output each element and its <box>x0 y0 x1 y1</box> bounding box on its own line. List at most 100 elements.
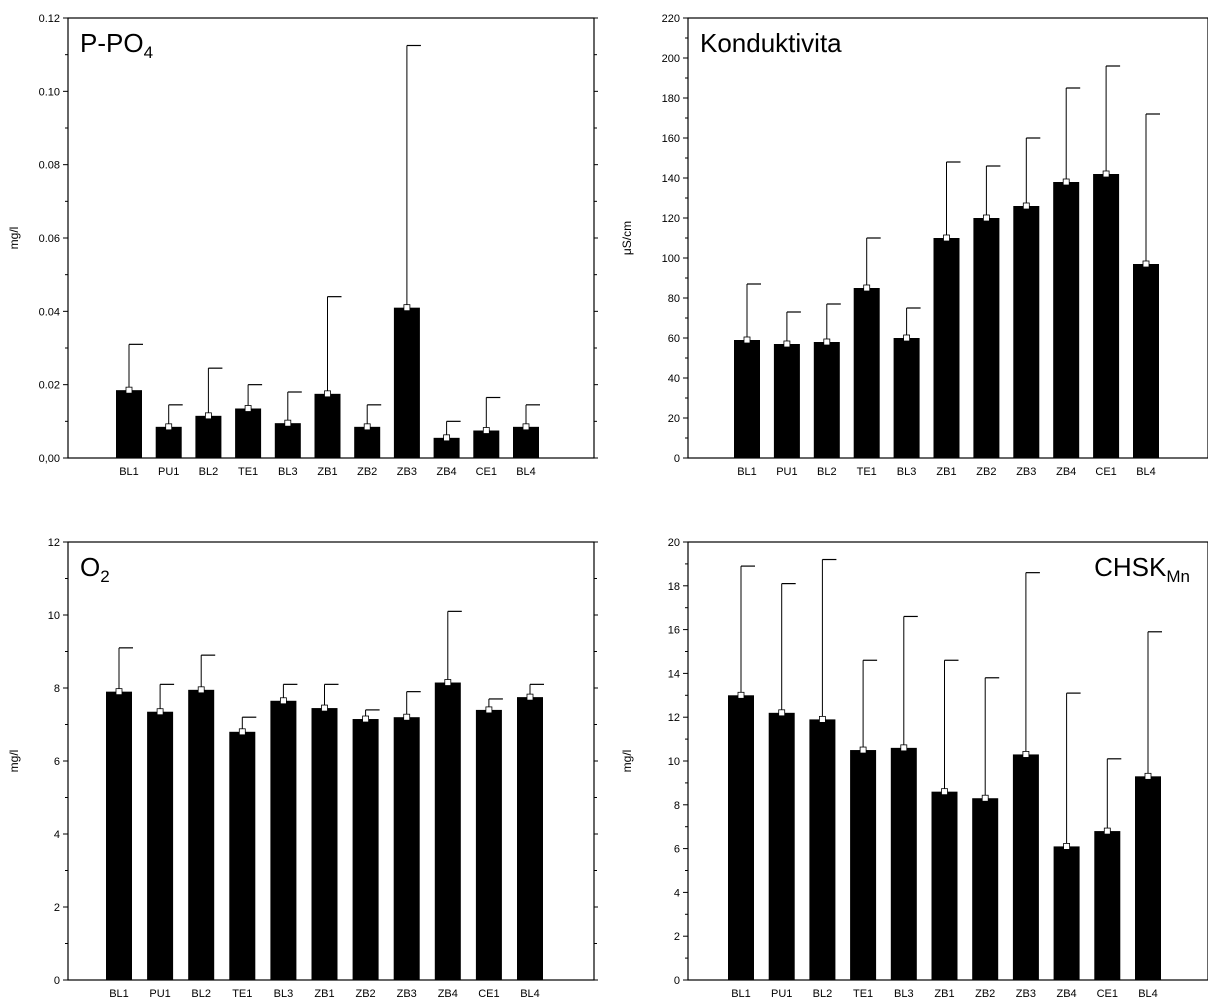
bar-o2-zb2 <box>352 719 379 980</box>
mean-marker-konduktivita <box>1022 202 1030 210</box>
y-tick-label-konduktivita: 60 <box>668 333 680 345</box>
x-tick-label-konduktivita: BL1 <box>737 466 757 478</box>
mean-marker-p-po4 <box>125 386 133 394</box>
bar-p-po4-zb1 <box>314 393 341 458</box>
bar-chsk-mn-zb4 <box>1053 846 1080 980</box>
y-tick-label-konduktivita: 120 <box>662 213 680 225</box>
x-tick-label-konduktivita: ZB2 <box>976 466 996 478</box>
x-tick-label-o2: BL4 <box>520 988 540 1000</box>
mean-marker-o2 <box>238 728 246 736</box>
x-tick-label-p-po4: PU1 <box>158 466 179 478</box>
y-tick-label-konduktivita: 40 <box>668 373 680 385</box>
bar-o2-bl4 <box>517 697 543 980</box>
bar-konduktivita-zb4 <box>1053 182 1080 458</box>
bar-chsk-mn-bl1 <box>728 695 754 980</box>
x-tick-label-o2: ZB2 <box>356 988 376 1000</box>
y-axis-label-p-po4: mg/l <box>7 227 21 250</box>
bar-chsk-mn-bl3 <box>890 747 917 980</box>
bar-o2-zb4 <box>434 682 461 980</box>
y-tick-label-o2: 12 <box>48 537 60 549</box>
y-tick-label-konduktivita: 200 <box>662 53 680 65</box>
chart-title-text: Konduktivita <box>700 28 842 58</box>
x-tick-label-chsk-mn: TE1 <box>853 988 873 1000</box>
mean-marker-chsk-mn <box>819 715 826 723</box>
mean-marker-p-po4 <box>204 412 212 420</box>
mean-marker-o2 <box>115 688 123 696</box>
x-tick-label-p-po4: TE1 <box>238 466 258 478</box>
y-tick-label-chsk-mn: 14 <box>668 668 680 680</box>
x-tick-label-o2: ZB1 <box>314 988 334 1000</box>
y-tick-label-chsk-mn: 2 <box>674 931 680 943</box>
mean-marker-p-po4 <box>403 304 411 312</box>
x-tick-label-o2: TE1 <box>232 988 252 1000</box>
y-tick-label-konduktivita: 0 <box>674 453 680 465</box>
chart-title-subscript: 4 <box>144 43 153 62</box>
y-tick-label-p-po4: 0.02 <box>39 380 60 392</box>
bar-chsk-mn-bl2 <box>809 719 836 980</box>
chart-title-subscript: 2 <box>100 567 109 586</box>
bar-konduktivita-bl1 <box>734 340 760 458</box>
y-tick-label-p-po4: 0.04 <box>39 306 60 318</box>
x-tick-label-o2: CE1 <box>478 988 499 1000</box>
mean-marker-konduktivita <box>1142 260 1150 268</box>
chart-title-p-po4: P-PO4 <box>80 28 153 62</box>
x-tick-label-konduktivita: CE1 <box>1095 466 1116 478</box>
x-tick-label-chsk-mn: ZB1 <box>934 988 954 1000</box>
x-tick-label-chsk-mn: ZB4 <box>1057 988 1077 1000</box>
bar-konduktivita-zb1 <box>933 238 960 458</box>
y-axis-label-konduktivita: μS/cm <box>620 221 634 255</box>
y-tick-label-chsk-mn: 10 <box>668 756 680 768</box>
y-tick-label-konduktivita: 80 <box>668 293 680 305</box>
mean-marker-konduktivita <box>903 334 910 342</box>
bar-konduktivita-te1 <box>853 288 880 458</box>
bar-konduktivita-pu1 <box>773 344 800 458</box>
bar-chsk-mn-zb3 <box>1012 754 1039 980</box>
mean-marker-p-po4 <box>165 423 173 431</box>
x-tick-label-chsk-mn: BL1 <box>731 988 751 1000</box>
y-tick-label-chsk-mn: 4 <box>674 887 680 899</box>
mean-marker-o2 <box>279 697 287 705</box>
y-tick-label-o2: 8 <box>54 683 60 695</box>
y-tick-label-chsk-mn: 12 <box>668 712 680 724</box>
x-tick-label-p-po4: BL3 <box>278 466 298 478</box>
x-tick-label-o2: BL1 <box>109 988 129 1000</box>
mean-marker-o2 <box>526 693 534 701</box>
x-tick-label-p-po4: BL4 <box>516 466 536 478</box>
y-tick-label-chsk-mn: 20 <box>668 537 680 549</box>
y-tick-label-chsk-mn: 0 <box>674 975 680 987</box>
mean-marker-p-po4 <box>324 390 331 398</box>
chart-title-subscript: Mn <box>1166 567 1190 586</box>
x-tick-label-konduktivita: TE1 <box>857 466 877 478</box>
bar-o2-bl2 <box>188 689 215 980</box>
bar-o2-te1 <box>229 731 256 980</box>
x-tick-label-p-po4: ZB1 <box>317 466 337 478</box>
bar-chsk-mn-zb1 <box>931 791 958 980</box>
x-tick-label-chsk-mn: BL2 <box>813 988 833 1000</box>
bar-o2-zb3 <box>393 717 420 980</box>
x-tick-label-o2: ZB4 <box>438 988 458 1000</box>
mean-marker-chsk-mn <box>1103 827 1111 835</box>
bar-p-po4-ce1 <box>473 430 500 458</box>
bar-p-po4-bl1 <box>116 390 142 458</box>
bar-konduktivita-bl2 <box>813 342 840 458</box>
bar-chsk-mn-zb2 <box>972 798 999 980</box>
y-axis-label-o2: mg/l <box>7 750 21 773</box>
y-tick-label-p-po4: 0.08 <box>39 160 60 172</box>
bar-p-po4-zb4 <box>433 437 460 458</box>
mean-marker-konduktivita <box>943 234 950 242</box>
x-tick-label-konduktivita: BL4 <box>1136 466 1156 478</box>
x-tick-label-chsk-mn: CE1 <box>1097 988 1118 1000</box>
x-tick-label-chsk-mn: ZB2 <box>975 988 995 1000</box>
mean-marker-chsk-mn <box>1022 751 1030 758</box>
y-tick-label-konduktivita: 100 <box>662 253 680 265</box>
chart-title-konduktivita: Konduktivita <box>700 28 842 58</box>
mean-marker-konduktivita <box>863 284 871 292</box>
y-tick-label-p-po4: 0.06 <box>39 233 60 245</box>
bar-p-po4-zb2 <box>354 426 381 458</box>
y-tick-label-o2: 0 <box>54 975 60 987</box>
bar-konduktivita-bl3 <box>893 338 920 458</box>
mean-marker-chsk-mn <box>1063 843 1070 850</box>
plot-frame-p-po4 <box>67 17 595 459</box>
y-tick-label-konduktivita: 140 <box>662 173 680 185</box>
x-tick-label-o2: BL2 <box>191 988 211 1000</box>
